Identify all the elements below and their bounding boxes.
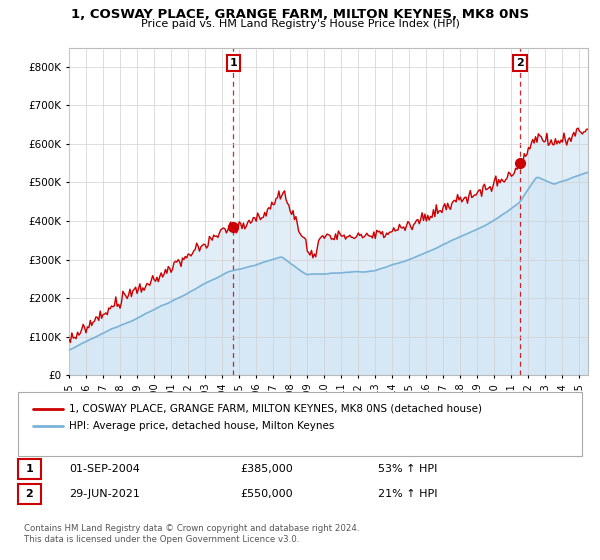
Text: Price paid vs. HM Land Registry's House Price Index (HPI): Price paid vs. HM Land Registry's House … — [140, 19, 460, 29]
Text: 1: 1 — [26, 464, 33, 474]
Text: 1: 1 — [230, 58, 238, 68]
Text: 1, COSWAY PLACE, GRANGE FARM, MILTON KEYNES, MK8 0NS (detached house): 1, COSWAY PLACE, GRANGE FARM, MILTON KEY… — [69, 404, 482, 414]
Text: 21% ↑ HPI: 21% ↑ HPI — [378, 489, 437, 499]
Text: 29-JUN-2021: 29-JUN-2021 — [69, 489, 140, 499]
Text: 1, COSWAY PLACE, GRANGE FARM, MILTON KEYNES, MK8 0NS: 1, COSWAY PLACE, GRANGE FARM, MILTON KEY… — [71, 8, 529, 21]
Text: HPI: Average price, detached house, Milton Keynes: HPI: Average price, detached house, Milt… — [69, 421, 334, 431]
Text: 53% ↑ HPI: 53% ↑ HPI — [378, 464, 437, 474]
Text: 01-SEP-2004: 01-SEP-2004 — [69, 464, 140, 474]
Text: 2: 2 — [516, 58, 524, 68]
Text: Contains HM Land Registry data © Crown copyright and database right 2024.
This d: Contains HM Land Registry data © Crown c… — [24, 524, 359, 544]
Text: £385,000: £385,000 — [240, 464, 293, 474]
Text: 2: 2 — [26, 489, 33, 499]
Text: £550,000: £550,000 — [240, 489, 293, 499]
